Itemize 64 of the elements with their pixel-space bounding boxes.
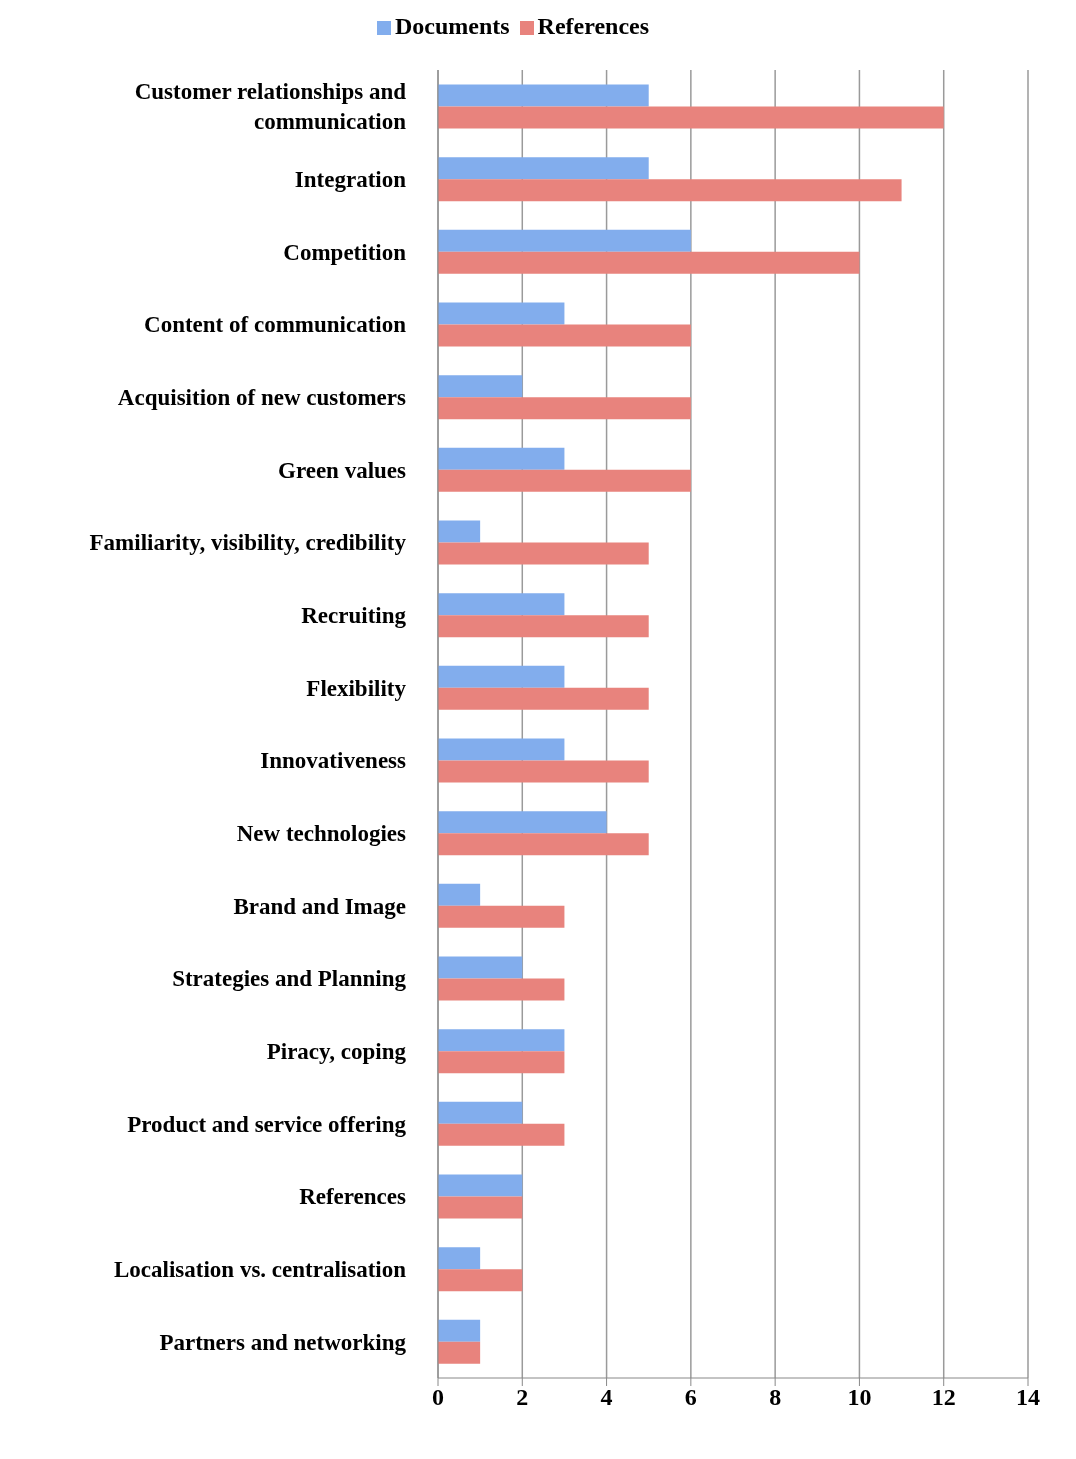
bar [438, 760, 649, 783]
x-tick-label: 12 [931, 1384, 956, 1411]
y-tick-label: Recruiting [301, 602, 407, 628]
bar [438, 833, 649, 856]
bar [438, 1029, 565, 1052]
bar [438, 1341, 481, 1364]
bar [438, 324, 691, 347]
y-tick-label: New technologies [236, 820, 407, 846]
bar [438, 615, 649, 638]
y-tick-label: Content of communication [144, 311, 407, 337]
bar [438, 520, 481, 543]
legend-label: References [537, 13, 650, 39]
x-tick-label: 4 [600, 1384, 613, 1411]
bar [438, 1269, 523, 1292]
bar [438, 978, 565, 1001]
y-tick-label: Flexibility [306, 675, 407, 701]
bar [438, 738, 565, 761]
bar [438, 302, 565, 325]
y-tick-label: Brand and Image [233, 893, 406, 919]
bar [438, 811, 607, 834]
x-tick-label: 6 [684, 1384, 697, 1411]
bar [438, 593, 565, 616]
x-tick-label: 0 [432, 1384, 444, 1411]
bar [438, 447, 565, 470]
bar [438, 469, 691, 492]
bar [438, 1196, 523, 1219]
y-tick-label: Innovativeness [260, 747, 407, 773]
bar [438, 375, 523, 398]
bar [438, 157, 649, 180]
y-tick-label: Acquisition of new customers [117, 384, 407, 410]
x-tick-label: 2 [516, 1384, 529, 1411]
bar [438, 179, 902, 202]
y-tick-label: Customer relationships and communication [134, 78, 407, 134]
bar [438, 687, 649, 710]
bar [438, 106, 944, 129]
bar [438, 1319, 481, 1342]
bar [438, 84, 649, 107]
bar [438, 1123, 565, 1146]
bar [438, 905, 565, 928]
y-tick-label: References [299, 1183, 407, 1209]
legend-label: Documents [394, 13, 510, 39]
bar [438, 542, 649, 565]
bar [438, 229, 691, 252]
bar [438, 1174, 523, 1197]
y-tick-label: Product and service offering [127, 1111, 407, 1137]
y-tick-label: Competition [283, 239, 407, 265]
bar [438, 665, 565, 688]
y-tick-label: Localisation vs. centralisation [114, 1256, 407, 1282]
x-tick-label: 14 [1016, 1384, 1040, 1411]
x-tick-label: 8 [769, 1384, 782, 1411]
y-tick-label: Piracy, coping [266, 1038, 407, 1064]
y-tick-label: Integration [294, 166, 407, 192]
bar [438, 1101, 523, 1124]
bar [438, 883, 481, 906]
y-tick-label: Familiarity, visibility, credibility [89, 529, 407, 555]
bar [438, 251, 860, 274]
bar [438, 1051, 565, 1074]
bar [438, 1247, 481, 1270]
y-tick-label: Strategies and Planning [172, 965, 407, 991]
bar [438, 397, 691, 420]
x-tick-label: 10 [847, 1384, 872, 1411]
bar [438, 956, 523, 979]
y-tick-label: Partners and networking [159, 1329, 407, 1355]
y-tick-label: Green values [278, 457, 407, 483]
